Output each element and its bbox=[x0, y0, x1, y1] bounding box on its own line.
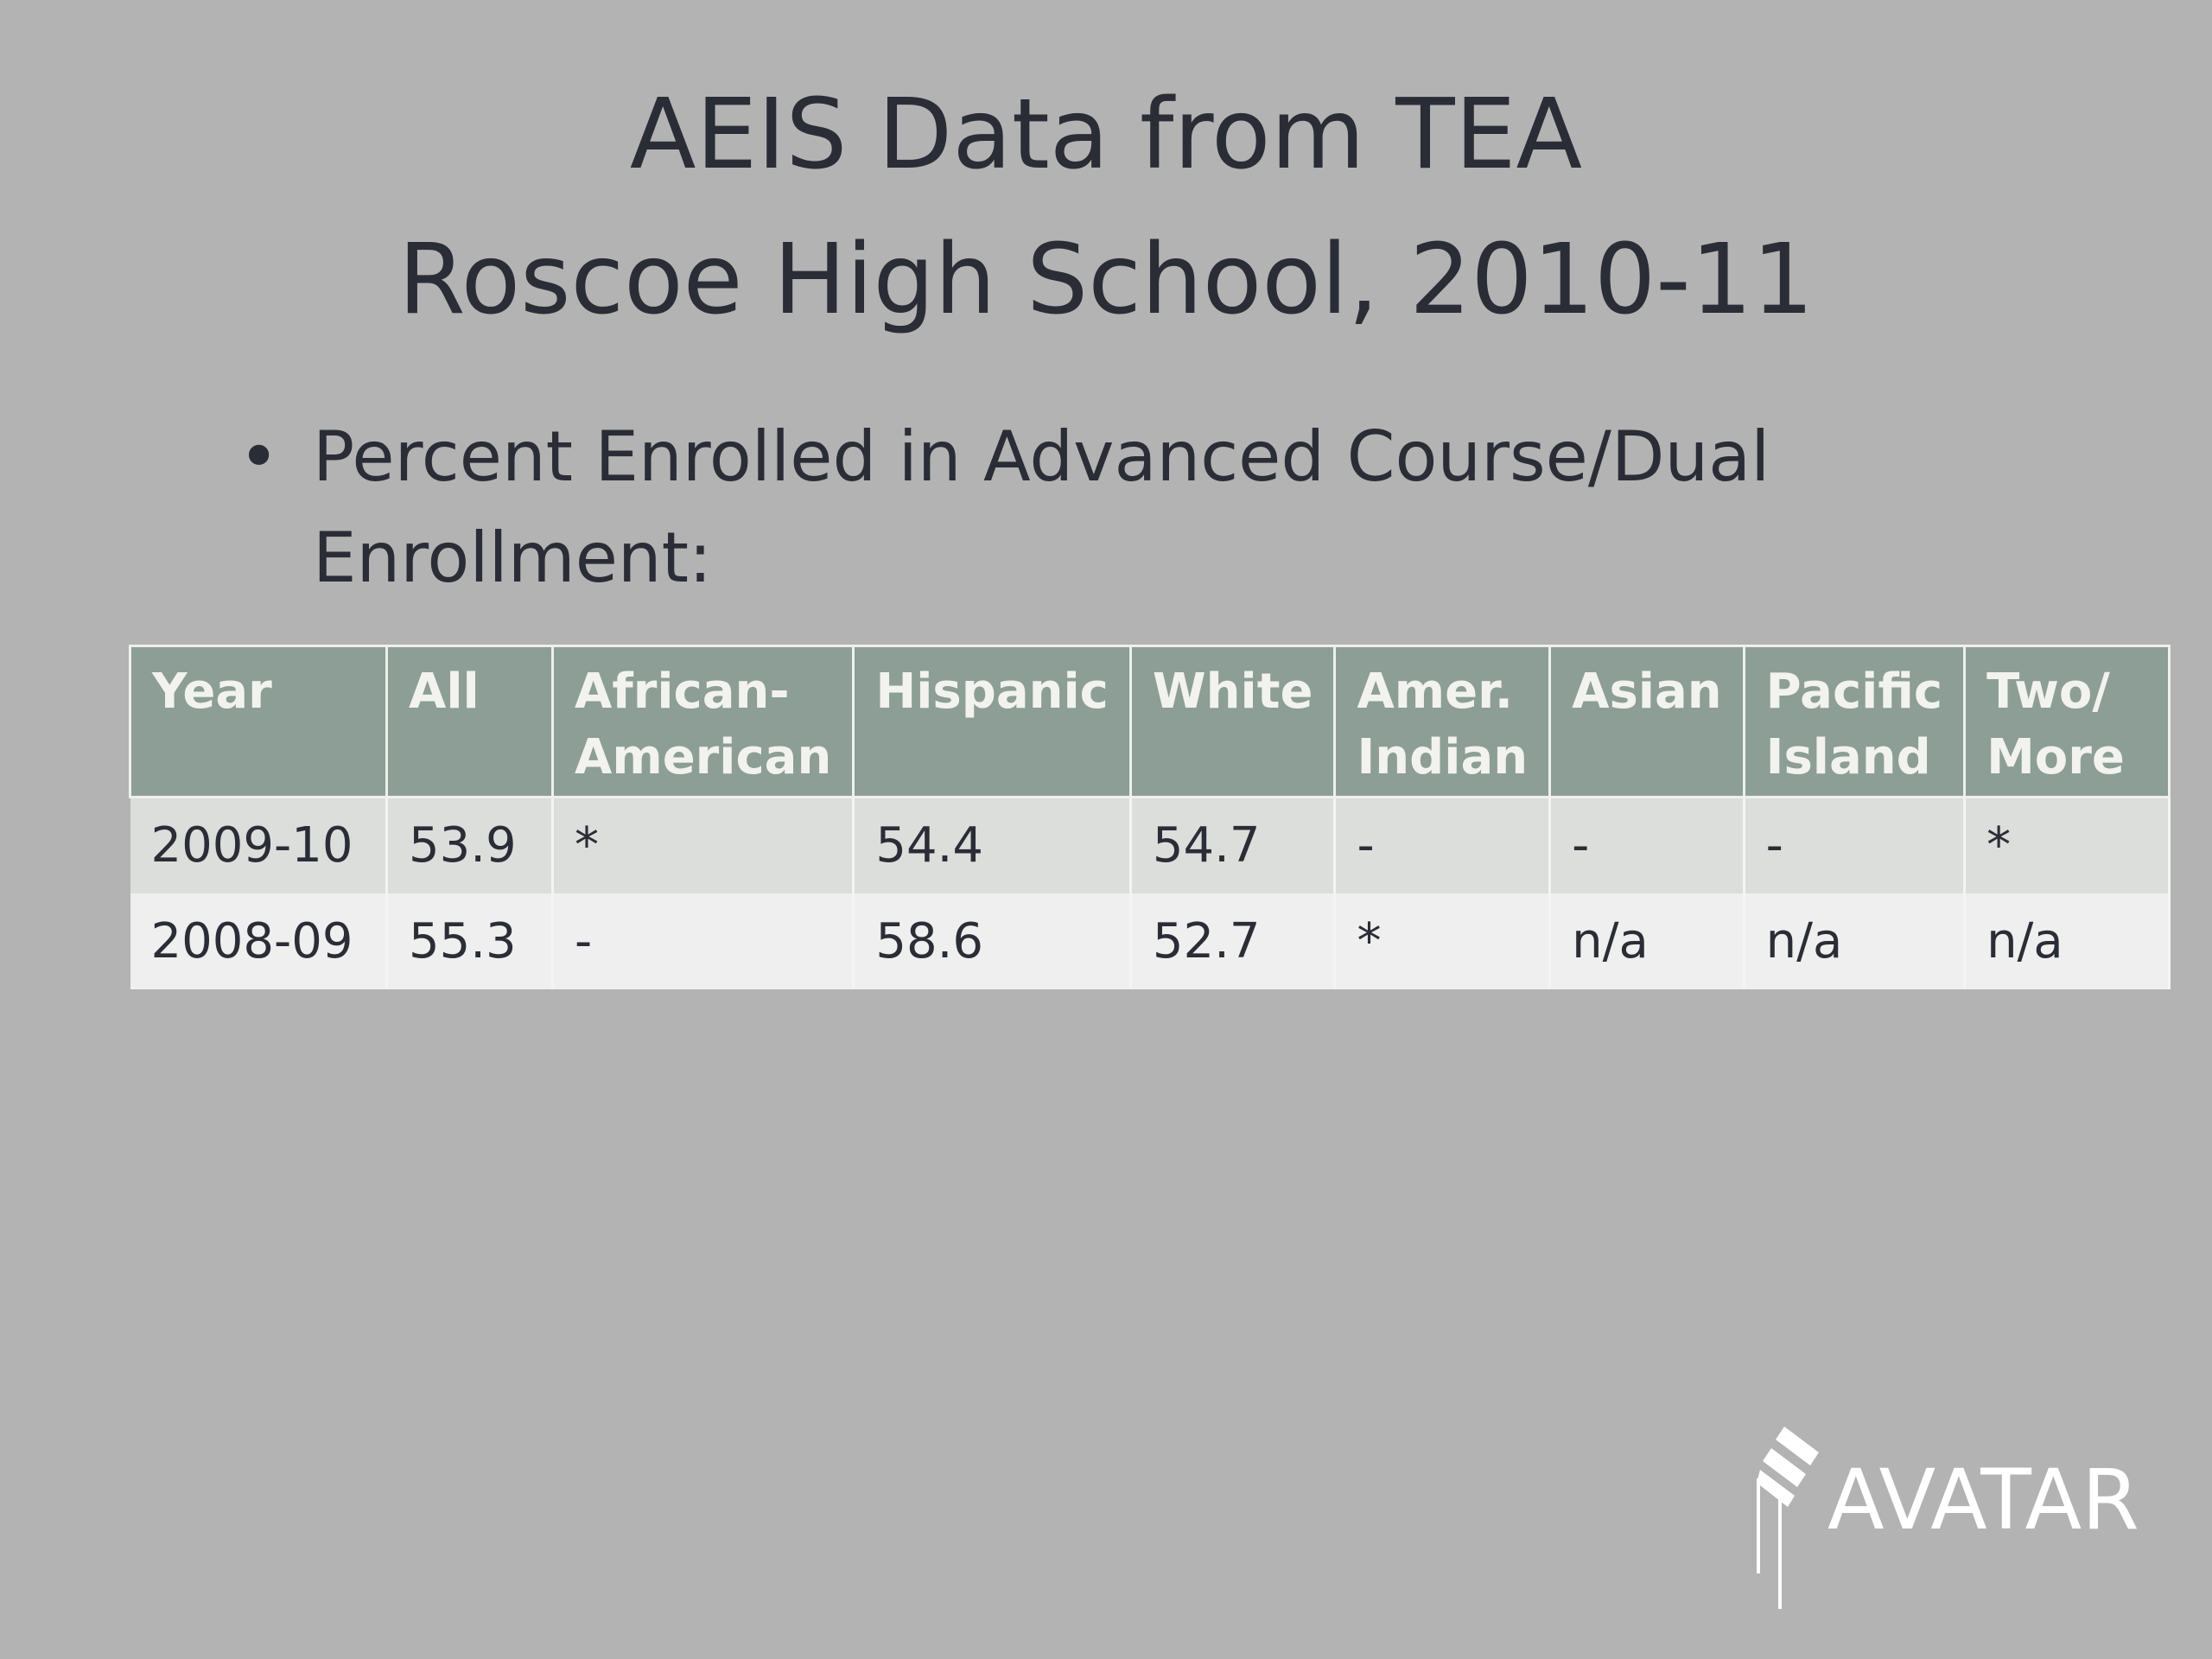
column-header: African-American bbox=[550, 645, 855, 798]
bullet-dot: • bbox=[238, 416, 280, 497]
column-header: All bbox=[385, 645, 554, 798]
table-cell: 55.3 bbox=[386, 893, 554, 989]
title-line: AEIS Data from TEA bbox=[629, 79, 1583, 191]
logo-text: AVATAR bbox=[1827, 1452, 2139, 1548]
column-header: Two/ More bbox=[1963, 645, 2171, 798]
logo: AVATAR bbox=[1757, 1427, 2139, 1609]
table-cell: 53.9 bbox=[386, 797, 554, 893]
table-cell: * bbox=[1334, 893, 1552, 989]
column-header: Pacific Island bbox=[1742, 645, 1967, 798]
table-cell: 54.7 bbox=[1130, 797, 1337, 893]
table-cell: 58.6 bbox=[853, 893, 1132, 989]
title-line: Roscoe High School, 2010-11 bbox=[397, 224, 1815, 336]
column-header: Asian bbox=[1548, 645, 1745, 798]
column-header: White bbox=[1128, 645, 1337, 798]
table-cell: n/a bbox=[1744, 893, 1967, 989]
column-header: Year bbox=[129, 645, 388, 798]
table-cell: - bbox=[1334, 797, 1552, 893]
table-cell: - bbox=[1744, 797, 1967, 893]
table-cell: * bbox=[1964, 797, 2171, 893]
table-cell: 2008-09 bbox=[130, 893, 388, 989]
table-cell: 54.4 bbox=[853, 797, 1132, 893]
bullet-text: Percent Enrolled in Advanced Course/Dual… bbox=[313, 416, 1770, 598]
table-cell: - bbox=[1549, 797, 1745, 893]
table-cell: 52.7 bbox=[1130, 893, 1337, 989]
data-table: Year All African-American Hispanic White Amer… bbox=[129, 645, 2171, 989]
column-header: Amer. Indian bbox=[1333, 645, 1552, 798]
table-cell: n/a bbox=[1549, 893, 1745, 989]
table-cell: 2009-10 bbox=[130, 797, 388, 893]
table-cell: n/a bbox=[1964, 893, 2171, 989]
table-row: 2009-10 53.9 * 54.4 54.7- - - * bbox=[130, 797, 2171, 893]
table-cell: * bbox=[552, 797, 855, 893]
table-row: 2008-09 55.3-58.6 52.7 * n/a n/a n/a bbox=[130, 893, 2171, 989]
header-row: Year All African-American Hispanic White Amer… bbox=[129, 645, 2171, 798]
table-cell: - bbox=[552, 893, 855, 989]
column-header: Hispanic bbox=[852, 645, 1132, 798]
